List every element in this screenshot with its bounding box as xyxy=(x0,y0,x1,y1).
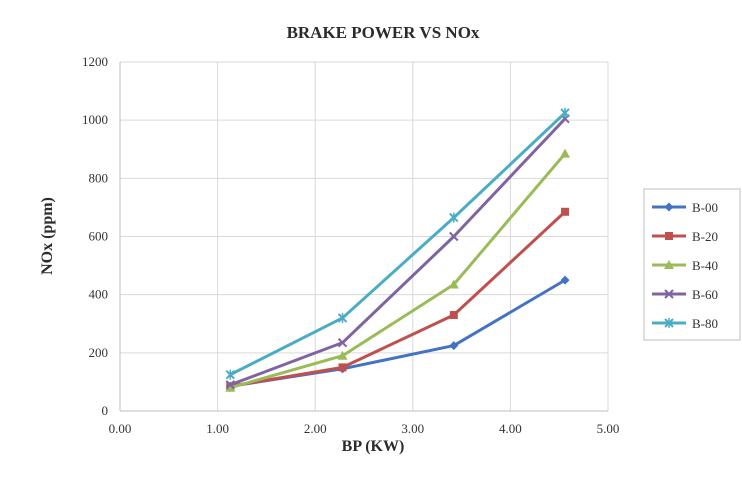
data-point xyxy=(337,350,348,360)
legend-swatch-marker xyxy=(664,289,674,299)
data-point xyxy=(449,231,459,242)
data-point xyxy=(337,337,348,348)
legend-swatch-marker xyxy=(664,202,674,212)
series-line xyxy=(229,117,567,387)
y-axis-title: NOx (ppm) xyxy=(39,197,56,275)
x-tick-label: 5.00 xyxy=(597,421,620,436)
y-tick-label: 1000 xyxy=(82,112,108,127)
y-tick-label: 0 xyxy=(102,403,109,418)
data-point xyxy=(337,312,348,323)
chart-title: BRAKE POWER VS NOx xyxy=(287,23,480,42)
y-tick-label: 800 xyxy=(89,170,109,185)
legend-label: B-60 xyxy=(692,287,718,302)
data-point xyxy=(560,275,570,285)
legend-item: B-20 xyxy=(652,229,718,244)
x-axis-title: BP (KW) xyxy=(342,438,405,455)
legend-label: B-40 xyxy=(692,258,718,273)
legend-item: B-80 xyxy=(652,316,718,331)
data-point xyxy=(561,207,570,216)
series-B-40 xyxy=(225,148,571,392)
y-tick-label: 400 xyxy=(89,287,109,302)
gridlines xyxy=(119,61,609,412)
data-point xyxy=(225,380,235,390)
series-line xyxy=(229,152,567,390)
data-point xyxy=(225,369,235,380)
y-tick-label: 1200 xyxy=(82,54,108,69)
data-point xyxy=(338,363,347,372)
data-point xyxy=(225,382,236,392)
series-line xyxy=(230,210,567,388)
data-point xyxy=(449,212,459,223)
legend-label: B-80 xyxy=(692,316,718,331)
legend-swatch-marker xyxy=(664,318,674,328)
legend-item: B-40 xyxy=(652,258,718,273)
x-tick-label: 0.00 xyxy=(109,421,132,436)
x-tick-label: 2.00 xyxy=(304,421,327,436)
y-tick-label: 600 xyxy=(89,229,109,244)
legend-swatch-marker xyxy=(664,260,674,269)
data-point xyxy=(560,148,571,158)
data-point xyxy=(449,311,458,320)
y-tick-label: 200 xyxy=(89,345,109,360)
legend-label: B-00 xyxy=(692,200,718,215)
x-tick-label: 4.00 xyxy=(499,421,522,436)
axes: 0.00 1.00 2.00 3.00 4.00 5.00 0 200 400 600 800 100… xyxy=(82,54,619,436)
data-point xyxy=(449,341,459,351)
series-group xyxy=(225,107,571,392)
legend: B-00 B-20 B-40 B-60 B-80 xyxy=(643,188,741,341)
legend-item: B-60 xyxy=(652,287,718,302)
series-B-80 xyxy=(225,107,570,380)
legend-label: B-20 xyxy=(692,229,718,244)
x-tick-label: 1.00 xyxy=(206,421,229,436)
legend-swatch-marker xyxy=(665,232,673,240)
data-point xyxy=(560,107,570,118)
series-line xyxy=(229,111,567,376)
data-point xyxy=(448,279,459,289)
x-tick-label: 3.00 xyxy=(401,421,424,436)
legend-item: B-00 xyxy=(652,200,718,215)
